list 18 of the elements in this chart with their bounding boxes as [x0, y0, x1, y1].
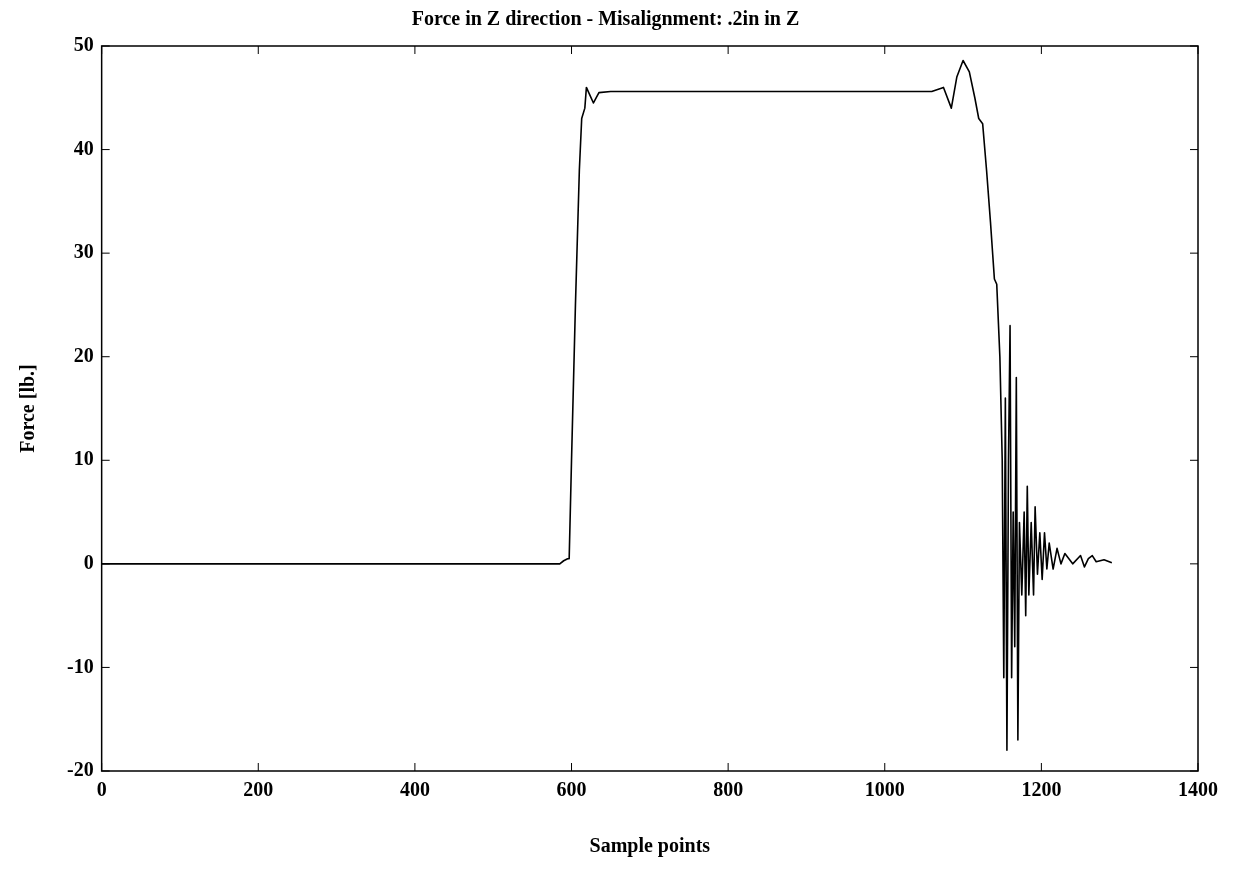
x-tick-label: 600 [556, 778, 587, 801]
y-tick-label: 30 [73, 240, 94, 263]
x-tick-label: 1400 [1178, 778, 1218, 801]
x-tick-label: 1000 [864, 778, 905, 801]
y-tick-label: 20 [73, 343, 94, 366]
x-axis-title: Sample points [589, 834, 711, 858]
y-tick-label: 50 [73, 33, 94, 56]
x-tick-label: 200 [243, 778, 274, 801]
x-tick-label: 1200 [1021, 778, 1062, 801]
y-tick-label: 40 [73, 136, 94, 159]
x-tick-label: 800 [713, 778, 744, 801]
x-tick-label: 400 [399, 778, 430, 801]
y-tick-label: -20 [66, 758, 94, 781]
y-tick-label: 0 [83, 551, 94, 574]
y-tick-label: -10 [66, 654, 94, 677]
chart-title: Force in Z direction - Misalignment: .2in in Z [411, 7, 800, 31]
y-tick-label: 10 [73, 447, 94, 470]
y-axis-title: Force [lb.] [16, 364, 39, 453]
